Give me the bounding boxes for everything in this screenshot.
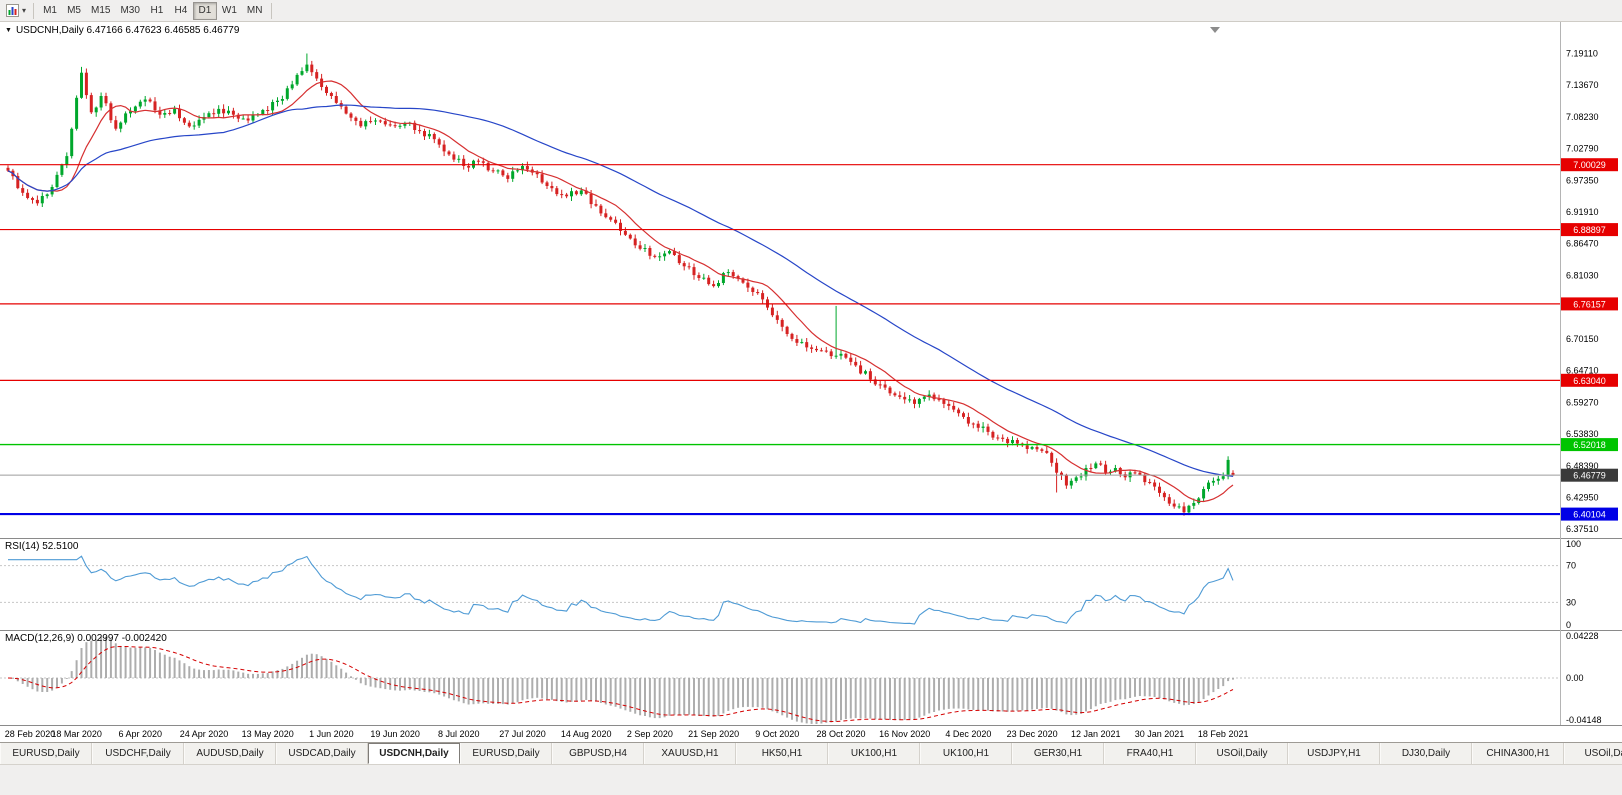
svg-text:28 Oct 2020: 28 Oct 2020	[816, 729, 865, 739]
timeframe-button-m1[interactable]: M1	[43, 5, 57, 16]
chart-tab-audusd-daily[interactable]: AUDUSD,Daily	[184, 743, 276, 764]
timeframe-button-d1[interactable]: D1	[192, 1, 217, 20]
svg-text:6.46779: 6.46779	[1573, 471, 1606, 481]
chart-tab-china300-h1[interactable]: CHINA300,H1	[1472, 743, 1564, 764]
chart-tab-usdcnh-daily[interactable]: USDCNH,Daily	[368, 743, 460, 764]
svg-text:7.08230: 7.08230	[1566, 112, 1599, 122]
chart-tab-uk100-h1[interactable]: UK100,H1	[828, 743, 920, 764]
chart-tab-fra40-h1[interactable]: FRA40,H1	[1104, 743, 1196, 764]
chart-tab-dj30-daily[interactable]: DJ30,Daily	[1380, 743, 1472, 764]
symbol-marker-icon: ▼	[5, 27, 12, 34]
chart-tab-usdchf-daily[interactable]: USDCHF,Daily	[92, 743, 184, 764]
macd-label: MACD(12,26,9) 0.002997 -0.002420	[5, 633, 167, 644]
svg-text:16 Nov 2020: 16 Nov 2020	[879, 729, 930, 739]
dropdown-caret-icon: ▾	[22, 5, 27, 15]
svg-text:23 Dec 2020: 23 Dec 2020	[1007, 729, 1058, 739]
svg-text:100: 100	[1566, 539, 1581, 549]
chart-tab-xauusd-h1[interactable]: XAUUSD,H1	[644, 743, 736, 764]
timeframe-button-h4[interactable]: H4	[174, 5, 188, 16]
svg-text:6.86470: 6.86470	[1566, 239, 1599, 249]
chart-type-icon	[6, 4, 19, 17]
chart-tab-usdjpy-h1[interactable]: USDJPY,H1	[1288, 743, 1380, 764]
rsi-chart[interactable]: 100 70 30 0	[0, 538, 1622, 630]
chart-tab-gbpusd-h4[interactable]: GBPUSD,H4	[552, 743, 644, 764]
svg-text:6.81030: 6.81030	[1566, 270, 1599, 280]
svg-text:0: 0	[1566, 620, 1571, 630]
svg-text:6.52018: 6.52018	[1573, 440, 1606, 450]
svg-text:13 May 2020: 13 May 2020	[242, 729, 294, 739]
chart-tab-hk50-h1[interactable]: HK50,H1	[736, 743, 828, 764]
chart-tab-bar: EURUSD,Daily USDCHF,Daily AUDUSD,Daily USDC…	[0, 742, 1622, 764]
timeframe-button-m5[interactable]: M5	[67, 5, 81, 16]
svg-text:24 Apr 2020: 24 Apr 2020	[180, 729, 229, 739]
svg-text:19 Jun 2020: 19 Jun 2020	[370, 729, 420, 739]
rsi-label: RSI(14) 52.5100	[5, 541, 79, 552]
svg-text:6.97350: 6.97350	[1566, 175, 1599, 185]
svg-text:0.00: 0.00	[1566, 673, 1584, 683]
svg-text:6.37510: 6.37510	[1566, 524, 1599, 534]
svg-text:6.76157: 6.76157	[1573, 299, 1606, 309]
svg-text:7.19110: 7.19110	[1566, 48, 1598, 58]
svg-text:2 Sep 2020: 2 Sep 2020	[627, 729, 673, 739]
timeframe-button-m30[interactable]: M30	[120, 5, 140, 16]
svg-text:7.13670: 7.13670	[1566, 80, 1599, 90]
chart-tab-usoil-daily[interactable]: USOil,Daily	[1196, 743, 1288, 764]
chart-title-text: USDCNH,Daily 6.47166 6.47623 6.46585 6.4…	[15, 25, 240, 36]
rsi-panel: 100 70 30 0 RSI(14) 52.5100	[0, 538, 1622, 630]
svg-text:6.53830: 6.53830	[1566, 429, 1599, 439]
svg-text:4 Dec 2020: 4 Dec 2020	[945, 729, 991, 739]
svg-text:6.40104: 6.40104	[1573, 510, 1606, 520]
timeframe-buttons: M1 M5 M15 M30 H1 H4 D1 W1 MN	[38, 1, 267, 20]
timeframe-button-h1[interactable]: H1	[150, 5, 164, 16]
svg-text:6.63040: 6.63040	[1573, 376, 1606, 386]
chart-tab-usoil-daily[interactable]: USOil,Daily	[1564, 743, 1622, 764]
svg-text:-0.04148: -0.04148	[1566, 715, 1602, 725]
chart-tab-usdcad-daily[interactable]: USDCAD,Daily	[276, 743, 368, 764]
svg-text:7.02790: 7.02790	[1566, 144, 1599, 154]
svg-text:18 Mar 2020: 18 Mar 2020	[51, 729, 102, 739]
price-chart[interactable]: 7.19110 7.13670 7.08230 7.02790 6.97350 6.919…	[0, 22, 1622, 538]
toolbar-separator	[33, 2, 35, 19]
chart-tab-uk100-h1[interactable]: UK100,H1	[920, 743, 1012, 764]
svg-text:9 Oct 2020: 9 Oct 2020	[755, 729, 799, 739]
svg-text:6.59270: 6.59270	[1566, 397, 1599, 407]
macd-panel: 0.04228 0.00 -0.04148 MACD(12,26,9) 0.0029…	[0, 630, 1622, 725]
time-axis[interactable]: 28 Feb 2020 18 Mar 2020 6 Apr 2020 24 Apr 2…	[0, 725, 1622, 742]
svg-text:0.04228: 0.04228	[1566, 631, 1599, 641]
timeframe-button-m15[interactable]: M15	[91, 5, 111, 16]
chart-tab-eurusd-daily[interactable]: EURUSD,Daily	[0, 743, 92, 764]
svg-text:27 Jul 2020: 27 Jul 2020	[499, 729, 546, 739]
svg-text:6.48390: 6.48390	[1566, 461, 1599, 471]
main-chart-panel: 7.19110 7.13670 7.08230 7.02790 6.97350 6.919…	[0, 22, 1622, 538]
timeframe-toolbar: ▾ M1 M5 M15 M30 H1 H4 D1 W1 MN	[0, 0, 1622, 22]
macd-chart[interactable]: 0.04228 0.00 -0.04148	[0, 630, 1622, 725]
chart-title: ▼ USDCNH,Daily 6.47166 6.47623 6.46585 6…	[5, 25, 239, 36]
toolbar-separator	[271, 2, 273, 19]
svg-text:6.91910: 6.91910	[1566, 207, 1599, 217]
svg-text:6.42950: 6.42950	[1566, 492, 1599, 502]
svg-text:18 Feb 2021: 18 Feb 2021	[1198, 729, 1249, 739]
chart-tab-ger30-h1[interactable]: GER30,H1	[1012, 743, 1104, 764]
svg-text:6.64710: 6.64710	[1566, 366, 1599, 376]
status-bar	[0, 764, 1622, 795]
svg-text:6.70150: 6.70150	[1566, 334, 1599, 344]
svg-text:6.88897: 6.88897	[1573, 225, 1606, 235]
svg-text:21 Sep 2020: 21 Sep 2020	[688, 729, 739, 739]
svg-text:1 Jun 2020: 1 Jun 2020	[309, 729, 354, 739]
svg-text:7.00029: 7.00029	[1573, 160, 1606, 170]
svg-text:30 Jan 2021: 30 Jan 2021	[1135, 729, 1185, 739]
svg-text:28 Feb 2020: 28 Feb 2020	[5, 729, 56, 739]
timeframe-button-w1[interactable]: W1	[221, 5, 237, 16]
svg-text:70: 70	[1566, 561, 1576, 571]
svg-text:12 Jan 2021: 12 Jan 2021	[1071, 729, 1121, 739]
svg-text:8 Jul 2020: 8 Jul 2020	[438, 729, 480, 739]
timeframe-button-mn[interactable]: MN	[246, 5, 263, 16]
chart-tab-eurusd-daily[interactable]: EURUSD,Daily	[460, 743, 552, 764]
svg-text:30: 30	[1566, 597, 1576, 607]
svg-text:14 Aug 2020: 14 Aug 2020	[561, 729, 612, 739]
svg-text:6 Apr 2020: 6 Apr 2020	[119, 729, 163, 739]
chart-type-button[interactable]: ▾	[3, 3, 29, 18]
